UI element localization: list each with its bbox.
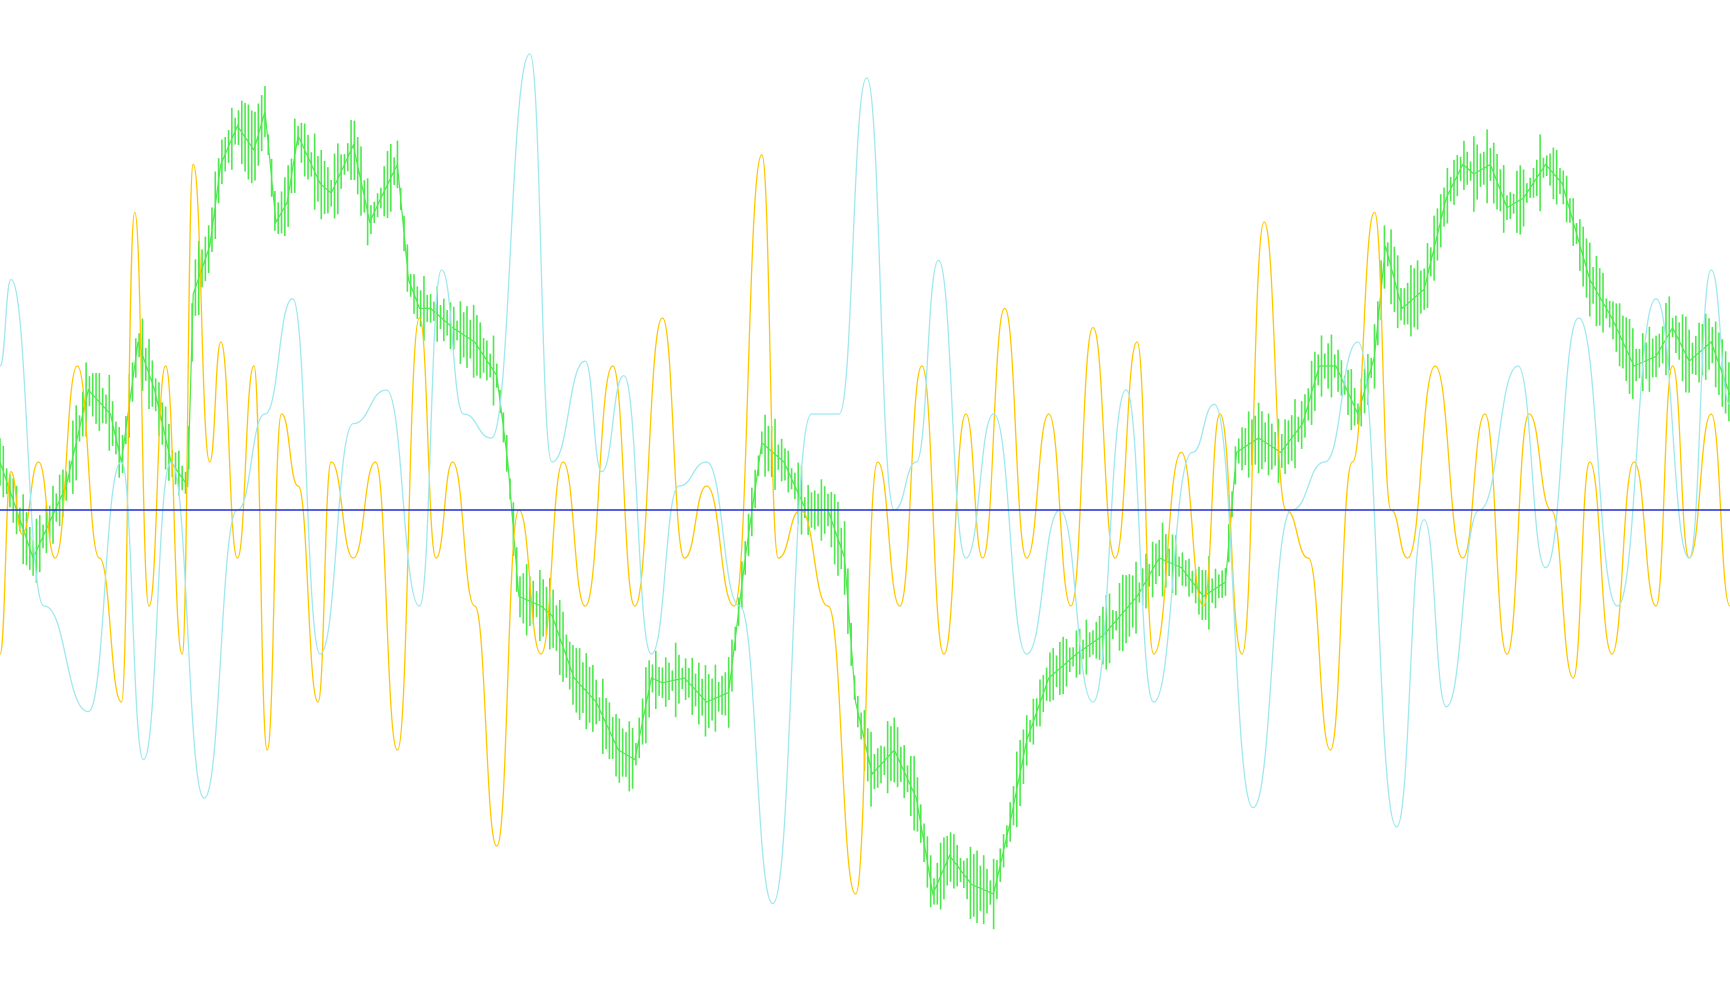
series-layer: [0, 53, 1730, 930]
series-2-line: [0, 154, 1730, 895]
series-3-line: [0, 53, 1730, 905]
series-2: [0, 154, 1730, 895]
series-3: [0, 53, 1730, 905]
